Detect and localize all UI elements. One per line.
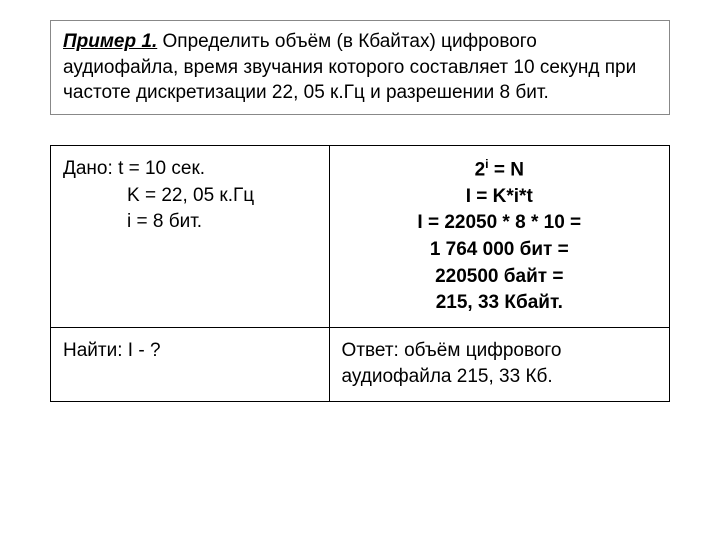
formula-block: 2i = N I = K*i*t I = 22050 * 8 * 10 = 1 … [342,156,657,317]
solution-table: Дано: t = 10 сек. K = 22, 05 к.Гц i = 8 … [50,145,670,402]
formula-5: 220500 байт = [342,264,657,291]
formula-cell: 2i = N I = K*i*t I = 22050 * 8 * 10 = 1 … [329,145,669,327]
formula-1: 2i = N [342,156,657,184]
given-line-1: Дано: t = 10 сек. [63,156,317,183]
given-value-i: i = 8 бит. [63,209,317,236]
answer-label: Ответ: [342,340,405,361]
formula-2: I = K*i*t [342,184,657,211]
find-text: Найти: I - ? [63,338,317,365]
table-row: Дано: t = 10 сек. K = 22, 05 к.Гц i = 8 … [51,145,670,327]
given-value-k: K = 22, 05 к.Гц [63,183,317,210]
formula-4: 1 764 000 бит = [342,237,657,264]
formula-6: 215, 33 Кбайт. [342,290,657,317]
formula-1-base: 2 [475,159,486,180]
given-label: Дано: [63,158,118,179]
problem-title: Пример 1. [63,31,157,52]
formula-1-rhs: = N [489,159,524,180]
formula-3: I = 22050 * 8 * 10 = [342,210,657,237]
given-cell: Дано: t = 10 сек. K = 22, 05 к.Гц i = 8 … [51,145,330,327]
answer-cell: Ответ: объём цифрового аудиофайла 215, 3… [329,327,669,401]
given-value-t: t = 10 сек. [118,158,205,179]
find-cell: Найти: I - ? [51,327,330,401]
table-row: Найти: I - ? Ответ: объём цифрового ауди… [51,327,670,401]
problem-statement-box: Пример 1. Определить объём (в Кбайтах) ц… [50,20,670,115]
